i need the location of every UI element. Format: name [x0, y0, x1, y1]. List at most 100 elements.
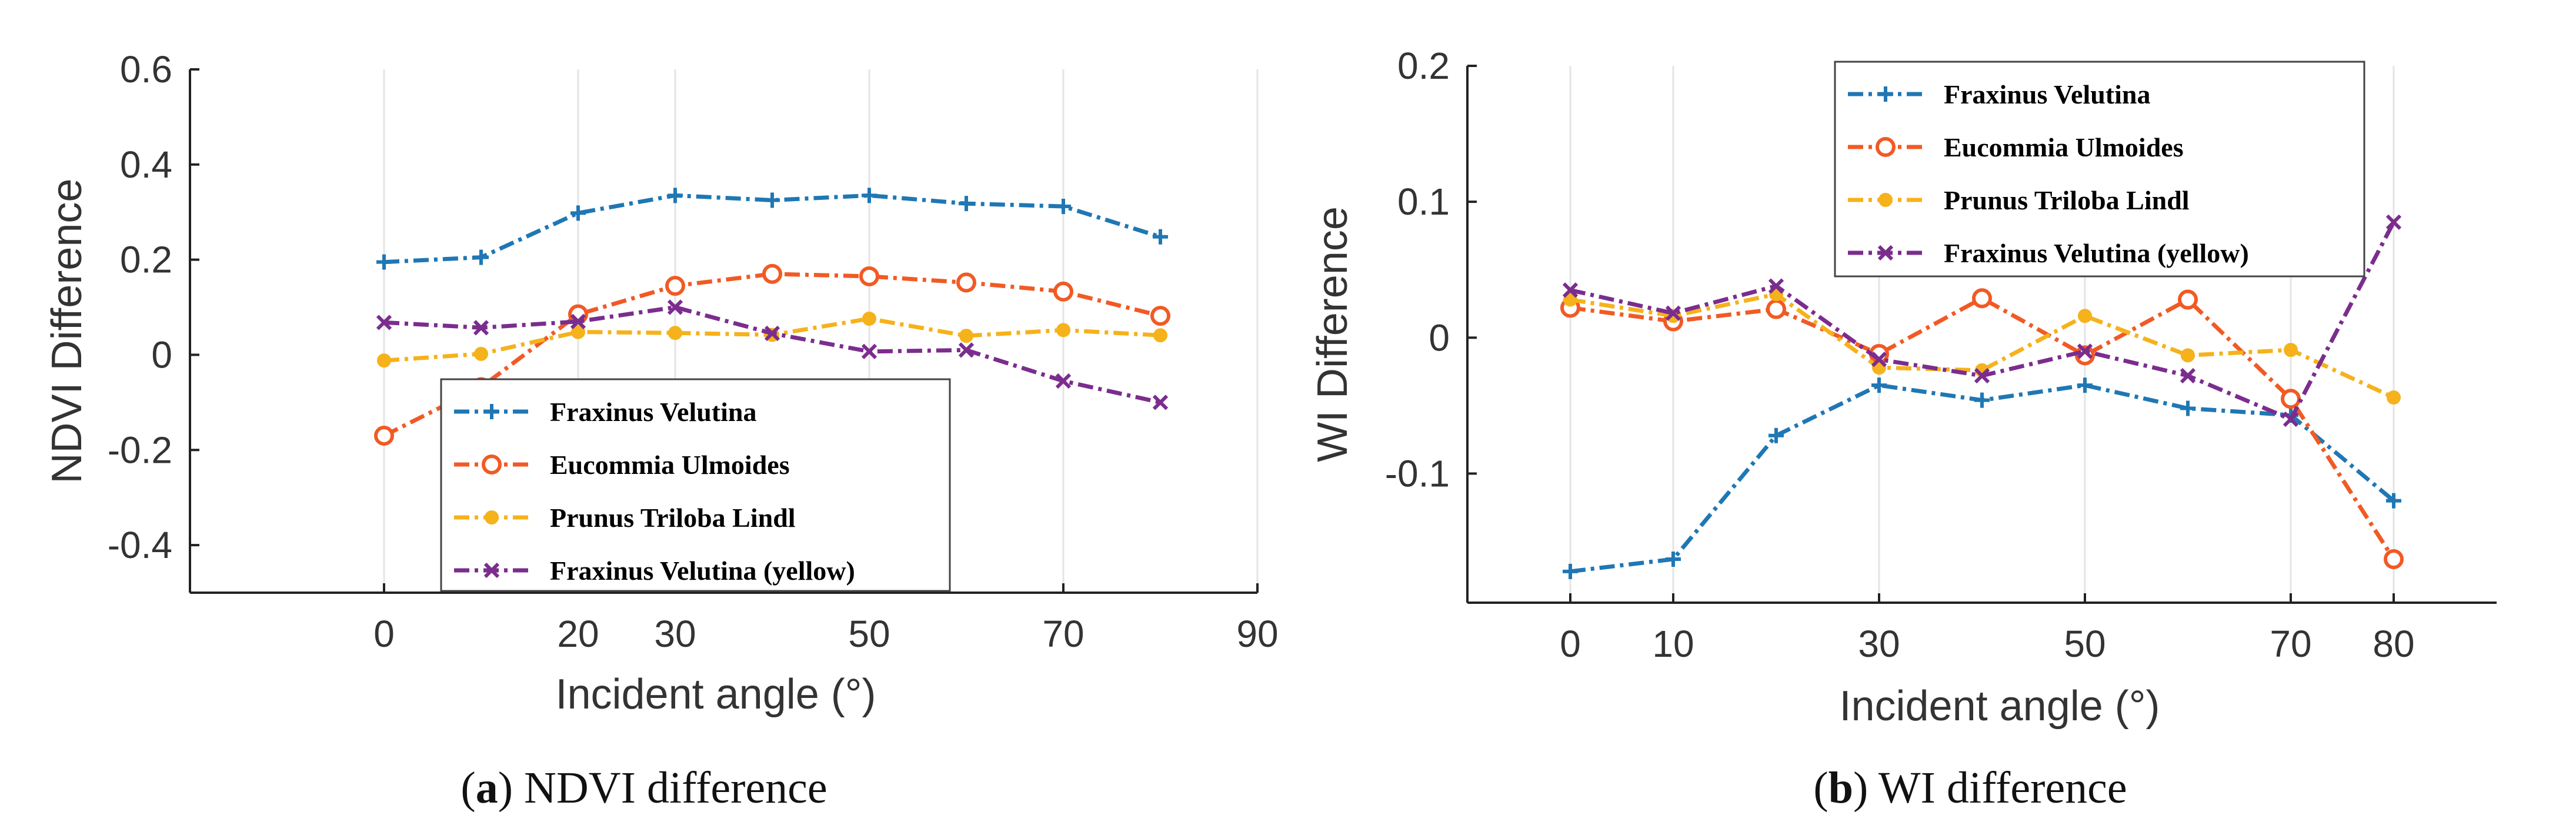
ndvi-data-point [1055, 373, 1072, 389]
ndvi-data-point [862, 188, 877, 203]
ndvi-legend-label: Prunus Triloba Lindl [550, 503, 796, 533]
wi-legend-marker [1877, 245, 1894, 261]
wi-x-axis-label: Incident angle (°) [1839, 683, 2160, 730]
ndvi-series-line [383, 272, 1161, 438]
ndvi-data-point [665, 276, 685, 296]
ndvi-data-point [764, 325, 780, 342]
wi-data-point [1768, 278, 1784, 294]
ndvi-legend-label: Fraxinus Velutina [550, 397, 757, 427]
ndvi-data-point [956, 272, 976, 293]
wi-legend-label: Fraxinus Velutina (yellow) [1944, 238, 2249, 268]
wi-legend-label: Eucommia Ulmoides [1944, 132, 2184, 162]
wi-data-point [2284, 343, 2298, 357]
ndvi-data-point [959, 196, 974, 212]
ndvi-series-fraxinus-velutina-yellow [376, 299, 1169, 410]
ndvi-legend-item: Fraxinus Velutina (yellow) [454, 556, 855, 586]
ndvi-data-point [473, 320, 489, 336]
wi-data-point [2385, 214, 2402, 230]
ndvi-data-point [959, 329, 973, 343]
wi-series-fraxinus-velutina [1563, 377, 2401, 579]
ndvi-data-point [958, 342, 975, 358]
ndvi-legend-label: Fraxinus Velutina (yellow) [550, 556, 855, 586]
wi-data-point [1666, 552, 1681, 567]
ndvi-data-point [571, 325, 585, 339]
wi-series-fraxinus-velutina-yellow [1562, 214, 2402, 427]
wi-data-point [1972, 288, 1992, 309]
ndvi-data-point [861, 343, 877, 359]
wi-legend: Fraxinus Velutina Eucommia Ulmoides Prunus… [1834, 61, 2365, 278]
ndvi-data-point [668, 326, 682, 340]
ndvi-legend-marker [484, 404, 499, 419]
ndvi-legend-item: Eucommia Ulmoides [454, 450, 790, 480]
ndvi-legend-marker [485, 510, 499, 524]
ndvi-data-point [473, 249, 489, 265]
wi-data-point [2384, 549, 2404, 570]
wi-data-point [2281, 389, 2301, 409]
wi-data-point [2386, 493, 2401, 509]
ndvi-legend-box [440, 378, 951, 592]
wi-legend-marker [1878, 193, 1893, 207]
ndvi-y-tick-label: -0.2 [108, 429, 172, 471]
ndvi-data-point [374, 426, 394, 446]
ndvi-y-tick-label: 0.4 [120, 143, 172, 186]
ndvi-x-tick-label: 50 [848, 613, 890, 655]
wi-data-point [2178, 289, 2198, 310]
wi-x-tick-label: 0 [1560, 623, 1581, 665]
ndvi-data-point [668, 188, 683, 203]
wi-legend-marker [1876, 137, 1896, 157]
wi-series-eucommia-ulmoides [1560, 288, 2404, 570]
ndvi-caption: (a) NDVI difference [461, 763, 827, 813]
wi-y-tick-label: 0.1 [1397, 181, 1450, 223]
wi-y-tick-label: -0.1 [1385, 452, 1450, 494]
ndvi-data-point [474, 346, 488, 361]
ndvi-data-point [1150, 306, 1170, 326]
ndvi-x-axis-label: Incident angle (°) [555, 671, 876, 718]
wi-legend-item: Eucommia Ulmoides [1848, 132, 2184, 162]
ndvi-data-point [570, 205, 586, 221]
wi-x-tick-label: 70 [2270, 623, 2311, 665]
ndvi-y-axis-label: NDVI Difference [44, 179, 91, 484]
ndvi-data-point [1153, 229, 1168, 245]
ndvi-series-fraxinus-velutina [376, 188, 1168, 270]
wi-x-tick-label: 80 [2373, 623, 2414, 665]
wi-data-point [1974, 367, 1990, 384]
ndvi-x-tick-label: 0 [373, 613, 395, 655]
wi-legend-box [1834, 61, 2365, 278]
ndvi-x-tick-label: 30 [654, 613, 696, 655]
ndvi-data-point [859, 266, 879, 286]
wi-data-point [1563, 563, 1578, 579]
wi-series-line [1570, 296, 2395, 560]
ndvi-legend-item: Fraxinus Velutina [454, 397, 757, 427]
ndvi-data-point [1152, 395, 1169, 410]
wi-x-tick-label: 10 [1652, 623, 1694, 665]
ndvi-data-point [376, 254, 392, 270]
wi-data-point [2180, 367, 2196, 384]
wi-legend-marker [1878, 86, 1893, 102]
wi-series-line [1570, 383, 2395, 574]
ndvi-x-tick-label: 20 [557, 613, 599, 655]
wi-data-point [1563, 292, 1577, 307]
ndvi-legend-label: Eucommia Ulmoides [550, 450, 790, 480]
ndvi-data-point [762, 263, 782, 284]
wi-y-axis-label: WI Difference [1309, 206, 1356, 462]
wi-data-point [2078, 309, 2092, 323]
ndvi-chart: -0.4 -0.2 0 0.2 0.4 0.6 0 20 30 50 70 90 Incident an… [44, 48, 1279, 813]
ndvi-data-point [862, 311, 876, 326]
wi-data-point [1562, 282, 1579, 298]
ndvi-y-tick-label: 0 [151, 333, 172, 376]
ndvi-y-tick-label: 0.2 [120, 239, 172, 281]
wi-data-point [1871, 352, 1887, 367]
ndvi-data-point [376, 315, 392, 330]
wi-data-point [1766, 299, 1786, 319]
wi-chart: -0.1 0 0.1 0.2 0 10 30 50 70 80 Incident angle (°)… [1309, 45, 2497, 813]
ndvi-legend: Fraxinus Velutina Eucommia Ulmoides Prunus… [440, 378, 951, 592]
wi-x-tick-label: 50 [2064, 623, 2105, 665]
ndvi-y-tick-label: 0.6 [120, 48, 172, 91]
wi-data-point [1769, 427, 1784, 443]
ndvi-series-line [383, 193, 1162, 265]
ndvi-data-point [1056, 199, 1071, 215]
ndvi-data-point [765, 192, 780, 208]
wi-data-point [1871, 377, 1887, 393]
wi-legend-item: Prunus Triloba Lindl [1848, 185, 2190, 215]
